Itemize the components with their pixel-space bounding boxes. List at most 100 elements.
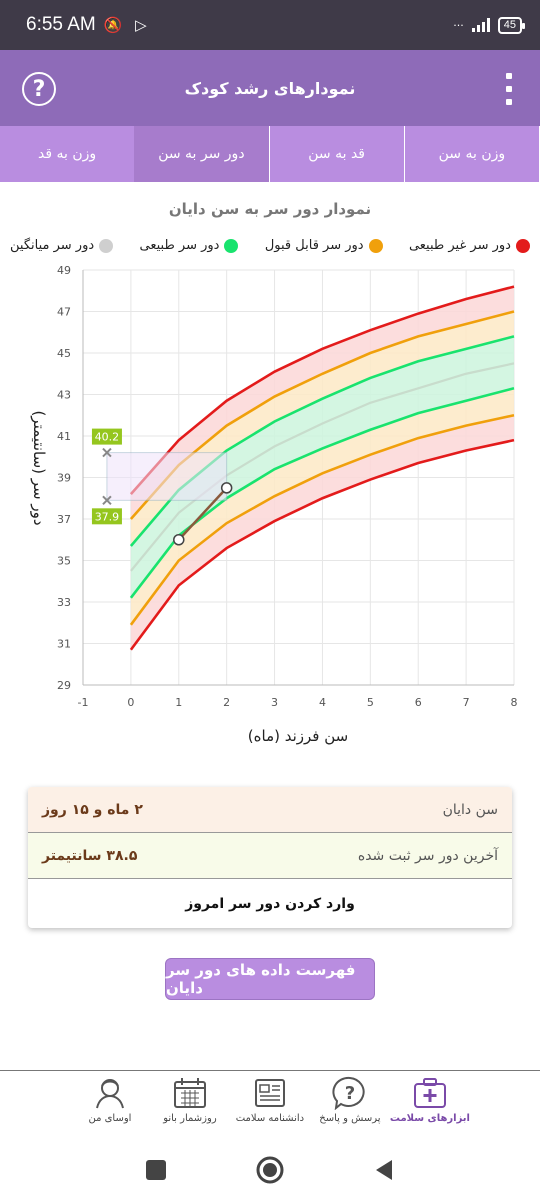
info-card: سن دایان ۲ ماه و ۱۵ روز آخرین دور سر ثبت… [28,787,512,928]
age-label: سن دایان [442,801,498,818]
chart-bands [130,286,514,650]
tab-head-for-age[interactable]: دور سر به سن [134,126,270,182]
x-tick-label: 4 [319,696,326,709]
bottom-nav: ابزارهای سلامت ? پرسش و پاسخ دانشنامه سل… [0,1070,540,1140]
profile-icon [95,1079,124,1109]
tab-weight-for-height[interactable]: وزن به قد [0,126,135,182]
legend-label: دور سر قابل قبول [264,238,364,253]
y-tick-label: 33 [57,596,71,609]
legend-label: دور سر طبیعی [139,238,220,253]
legend-label: دور سر غیر طبیعی [408,238,511,253]
recents-icon[interactable] [144,1158,168,1182]
last-measure-value: ۳۸.۵ سانتیمتر [42,847,138,864]
x-tick-label: 8 [511,696,518,709]
legend-dot-icon [224,238,239,253]
y-tick-label: 35 [57,555,71,568]
help-icon: ? [32,76,46,102]
x-tick-label: 3 [271,696,278,709]
app-bar: ? نمودارهای رشد کودک [0,50,540,126]
tab-height-for-age[interactable]: قد به سن [269,126,405,182]
x-tick-label: 1 [175,696,182,709]
nav-label: ابزارهای سلامت [389,1113,470,1124]
newspaper-icon [254,1079,285,1107]
data-list-button[interactable]: فهرست داده های دور سر دایان [165,958,375,1000]
range-label-upper: 40.2 [95,431,120,444]
nav-q-and-a[interactable]: ? پرسش و پاسخ [310,1071,390,1140]
back-icon[interactable] [372,1158,396,1182]
y-tick-label: 29 [57,679,71,692]
more-vertical-icon [506,73,512,79]
tab-weight-for-age[interactable]: وزن به سن [404,126,540,182]
question-bubble-icon: ? [332,1076,365,1110]
y-tick-label: 41 [57,430,71,443]
legend-item-abnormal[interactable]: دور سر غیر طبیعی [409,238,530,253]
last-measure-label: آخرین دور سر ثبت شده [357,847,498,864]
child-measurement-line [177,487,228,541]
nav-label: دانشنامه سلامت [235,1113,305,1124]
dots-icon: ··· [453,18,464,32]
y-tick-label: 39 [57,472,71,485]
last-measure-row: آخرین دور سر ثبت شده ۳۸.۵ سانتیمتر [28,833,512,879]
chart-band [130,388,514,625]
range-cross-icon [102,447,112,458]
chart-markers: 40.2 37.9 [91,428,233,546]
legend-item-normal[interactable]: دور سر طبیعی [140,238,239,253]
age-row: سن دایان ۲ ماه و ۱۵ روز [28,787,512,833]
chart-band [130,286,514,519]
chart-tabs: وزن به سن قد به سن دور سر به سن وزن به ق… [0,126,540,182]
help-button[interactable]: ? [22,72,56,106]
legend-item-average[interactable]: دور سر میانگین [10,238,114,253]
svg-text:?: ? [345,1083,355,1104]
battery-level: 45 [503,18,516,31]
nav-encyclopedia[interactable]: دانشنامه سلامت [230,1071,310,1140]
chart-legend: دور سر غیر طبیعی دور سر قابل قبول دور سر… [10,238,530,253]
range-cross-icon [102,495,112,506]
x-tick-label: 5 [367,696,374,709]
legend-label: دور سر میانگین [10,238,95,253]
x-tick-label: 6 [415,696,422,709]
series-line [129,438,515,651]
x-tick-label: -1 [78,696,89,709]
chart-band [130,363,514,598]
legend-dot-icon [515,238,530,253]
chart-band [130,336,514,571]
chart-band [130,415,514,650]
nav-label: پرسش و پاسخ [319,1113,381,1124]
system-nav [0,1140,540,1200]
y-tick-label: 43 [57,389,71,402]
child-measurement-point [173,534,185,546]
chart-band [130,311,514,546]
legend-item-acceptable[interactable]: دور سر قابل قبول [265,238,383,253]
x-tick-label: 0 [127,696,134,709]
legend-dot-icon [99,238,114,253]
range-label-box [91,428,122,445]
medical-kit-icon [413,1078,446,1108]
battery-icon: 45 [497,16,526,34]
status-bar: 6:55 AM 🔕 ▷ ··· 45 [0,0,540,50]
nav-profile[interactable]: اوسای من [70,1071,150,1140]
nav-label: روزشمار بانو [163,1113,217,1124]
child-measurement-point [220,482,233,494]
series-line [129,310,515,520]
legend-dot-icon [368,238,383,253]
range-label-box [91,508,122,525]
y-tick-label: 49 [57,264,71,277]
nav-health-tools[interactable]: ابزارهای سلامت [390,1071,470,1140]
y-tick-label: 31 [57,638,71,651]
y-tick-label: 45 [57,347,71,360]
nav-calendar[interactable]: روزشمار بانو [150,1071,230,1140]
x-tick-label: 7 [463,696,470,709]
series-line [129,285,515,495]
overflow-menu-button[interactable] [504,73,514,105]
y-tick-label: 37 [57,513,71,526]
enter-today-button[interactable]: وارد کردن دور سر امروز [185,895,355,912]
range-box [106,452,228,501]
calendar-icon [173,1078,206,1108]
status-right: ··· 45 [453,16,526,34]
age-value: ۲ ماه و ۱۵ روز [42,801,143,818]
home-icon[interactable] [255,1155,285,1185]
nav-label: اوسای من [88,1113,132,1124]
x-axis-label: سن فرزند (ماه) [248,727,348,745]
